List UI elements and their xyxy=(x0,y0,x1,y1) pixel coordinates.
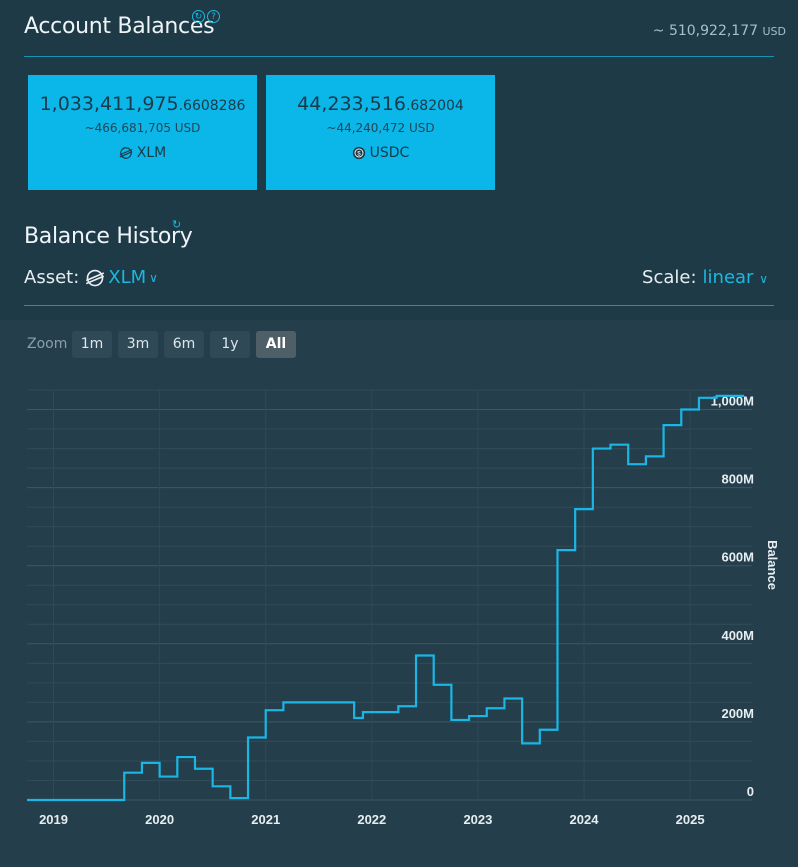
asset-selector-row: Asset: XLM ∨ xyxy=(24,267,158,288)
header-icons: ↻ ? xyxy=(192,10,220,23)
scale-value: linear xyxy=(702,267,754,288)
y-tick-label: 800M xyxy=(721,472,754,487)
scale-dropdown[interactable]: linear ∨ xyxy=(703,267,768,288)
card-usd-value: ~466,681,705 USD xyxy=(84,121,201,135)
x-tick-label: 2022 xyxy=(357,812,386,827)
y-tick-label: 0 xyxy=(747,784,754,799)
zoom-label: Zoom xyxy=(27,336,68,352)
asset-dropdown[interactable]: XLM ∨ xyxy=(85,267,158,288)
card-usd-value: ~44,240,472 USD xyxy=(326,121,435,135)
chevron-down-icon: ∨ xyxy=(149,270,158,285)
refresh-icon[interactable]: ↻ xyxy=(172,218,182,231)
card-asset: XLM xyxy=(28,145,257,161)
y-axis-ticks: 0 200M 400M 600M 800M 1,000M xyxy=(711,394,754,799)
x-tick-label: 2025 xyxy=(676,812,705,827)
y-tick-label: 1,000M xyxy=(711,394,754,409)
zoom-6m-button[interactable]: 6m xyxy=(164,331,204,358)
zoom-1m-button[interactable]: 1m xyxy=(72,331,112,358)
chart-panel xyxy=(0,320,798,867)
stellar-icon xyxy=(119,147,133,159)
section-title: Balance History xyxy=(24,224,193,249)
scale-label: Scale: xyxy=(642,267,697,288)
balance-series-line xyxy=(27,394,744,802)
x-axis-ticks: 2019 2020 2021 2022 2023 2024 2025 xyxy=(39,812,705,827)
card-asset-code: XLM xyxy=(136,145,167,161)
card-amount: 1,033,411,975.6608286 xyxy=(39,93,246,115)
total-prefix: ~ xyxy=(652,23,669,39)
y-tick-label: 400M xyxy=(721,628,754,643)
card-amount: 44,233,516.682004 xyxy=(297,93,464,115)
chevron-down-icon: ∨ xyxy=(759,272,768,286)
svg-text:$: $ xyxy=(357,151,361,158)
refresh-icon[interactable]: ↻ xyxy=(192,10,205,23)
page-title: Account Balances xyxy=(24,14,215,39)
history-divider xyxy=(24,305,774,306)
header-divider xyxy=(24,56,774,57)
zoom-1y-button[interactable]: 1y xyxy=(210,331,250,358)
stellar-icon xyxy=(86,269,105,286)
x-tick-label: 2021 xyxy=(251,812,280,827)
chart-grid xyxy=(27,389,752,801)
x-tick-label: 2019 xyxy=(39,812,68,827)
help-icon[interactable]: ? xyxy=(207,10,220,23)
asset-value: XLM xyxy=(108,267,147,288)
balance-card-usdc[interactable]: 44,233,516.682004 ~44,240,472 USD $ USDC xyxy=(266,75,495,190)
x-tick-label: 2020 xyxy=(145,812,174,827)
x-tick-label: 2023 xyxy=(463,812,492,827)
balance-card-xlm[interactable]: 1,033,411,975.6608286 ~466,681,705 USD X… xyxy=(28,75,257,190)
usdc-icon: $ xyxy=(352,146,365,160)
card-asset: $ USDC xyxy=(266,145,495,161)
total-unit: USD xyxy=(762,25,786,38)
asset-label: Asset: xyxy=(24,267,80,288)
y-tick-label: 600M xyxy=(721,550,754,565)
zoom-all-button[interactable]: All xyxy=(256,331,296,358)
scale-selector-row: Scale: linear ∨ xyxy=(642,267,768,288)
x-tick-label: 2024 xyxy=(570,812,600,827)
card-asset-code: USDC xyxy=(369,145,410,161)
total-value: 510,922,177 xyxy=(668,23,759,39)
y-axis-label: Balance xyxy=(765,540,780,590)
balance-chart[interactable]: 0 200M 400M 600M 800M 1,000M 2019 2020 2021 2022… xyxy=(0,320,798,850)
y-tick-label: 200M xyxy=(721,706,754,721)
zoom-3m-button[interactable]: 3m xyxy=(118,331,158,358)
total-balance: ~ 510,922,177 USD xyxy=(653,23,786,39)
